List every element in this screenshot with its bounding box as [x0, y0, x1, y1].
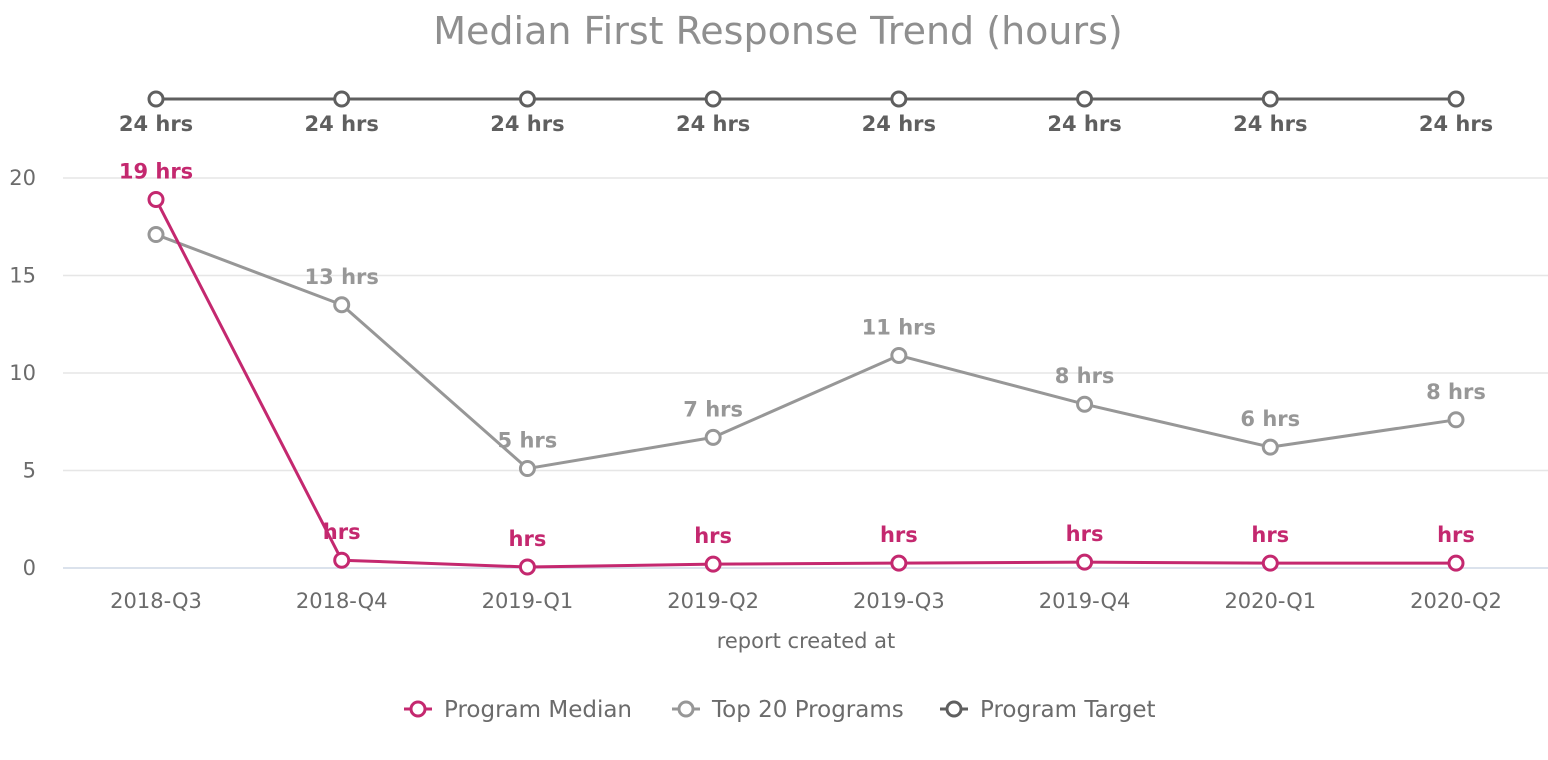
program-target-series: 24 hrs 24 hrs 24 hrs 24 hrs 24 hrs 24 hrs 24 h… — [119, 90, 1493, 136]
y-tick-label: 5 — [23, 459, 36, 483]
top-20-programs-data-label: 8 hrs — [1055, 364, 1115, 388]
grid-lines — [63, 177, 1548, 569]
x-tick-label: 2019-Q2 — [667, 589, 759, 613]
top-20-programs-point[interactable] — [333, 296, 351, 314]
legend-item-top-20-programs[interactable]: Top 20 Programs — [672, 697, 904, 723]
x-axis-label: report created at — [717, 629, 896, 653]
program-median-point[interactable] — [1447, 554, 1465, 572]
program-median-data-label: hrs — [1437, 523, 1475, 547]
top-20-programs-data-label: 5 hrs — [498, 429, 558, 453]
program-target-data-label: 24 hrs — [1419, 112, 1493, 136]
y-axis-ticks: 0 5 10 15 20 — [9, 166, 36, 580]
legend-circle-marker — [409, 700, 427, 718]
x-tick-label: 2019-Q3 — [853, 589, 945, 613]
top-20-programs-point[interactable] — [1076, 395, 1094, 413]
top-20-programs-point[interactable] — [1261, 438, 1279, 456]
series-layer: 24 hrs 24 hrs 24 hrs 24 hrs 24 hrs 24 hrs 24 h… — [119, 90, 1493, 576]
program-target-point[interactable] — [1447, 90, 1465, 108]
legend-label: Top 20 Programs — [711, 697, 904, 723]
program-target-data-label: 24 hrs — [676, 112, 750, 136]
top-20-programs-point[interactable] — [704, 428, 722, 446]
program-target-data-label: 24 hrs — [1047, 112, 1121, 136]
program-target-point[interactable] — [1076, 90, 1094, 108]
x-tick-label: 2020-Q2 — [1410, 589, 1502, 613]
program-target-data-label: 24 hrs — [490, 112, 564, 136]
program-median-data-label: hrs — [1251, 523, 1289, 547]
y-tick-label: 15 — [9, 264, 36, 288]
y-tick-label: 0 — [23, 556, 36, 580]
chart-title: Median First Response Trend (hours) — [433, 9, 1123, 53]
program-median-data-label: hrs — [694, 524, 732, 548]
program-median-point[interactable] — [518, 558, 536, 576]
program-median-point[interactable] — [333, 551, 351, 569]
legend-label: Program Target — [980, 697, 1156, 723]
program-median-point[interactable] — [704, 555, 722, 573]
top-20-programs-line — [155, 233, 1457, 471]
top-20-programs-data-label: 7 hrs — [683, 397, 743, 421]
program-median-data-label: hrs — [509, 527, 547, 551]
program-target-data-label: 24 hrs — [119, 112, 193, 136]
program-target-data-label: 24 hrs — [1233, 112, 1307, 136]
program-target-point[interactable] — [704, 90, 722, 108]
top-20-programs-series: 13 hrs 5 hrs 7 hrs 11 hrs 8 hrs 6 hrs 8 hrs — [147, 226, 1486, 478]
program-median-line — [154, 198, 1456, 569]
program-target-point[interactable] — [518, 90, 536, 108]
program-median-series: 19 hrs hrs hrs hrs hrs hrs hrs hrs — [119, 159, 1475, 576]
x-axis-ticks: 2018-Q3 2018-Q4 2019-Q1 2019-Q2 2019-Q3 2019-… — [110, 589, 1502, 613]
y-tick-label: 20 — [9, 166, 36, 190]
top-20-programs-data-label: 6 hrs — [1240, 407, 1300, 431]
x-tick-label: 2019-Q1 — [482, 589, 574, 613]
program-median-data-label: 19 hrs — [119, 159, 193, 183]
x-tick-label: 2018-Q3 — [110, 589, 202, 613]
legend-label: Program Median — [444, 697, 632, 723]
program-median-data-label: hrs — [1066, 522, 1104, 546]
program-target-point[interactable] — [1261, 90, 1279, 108]
top-20-programs-data-label: 11 hrs — [862, 315, 936, 339]
program-target-data-label: 24 hrs — [305, 112, 379, 136]
program-median-point[interactable] — [890, 554, 908, 572]
top-20-programs-data-label: 8 hrs — [1426, 380, 1486, 404]
legend-circle-marker — [677, 700, 695, 718]
x-tick-label: 2020-Q1 — [1224, 589, 1316, 613]
top-20-programs-point[interactable] — [890, 346, 908, 364]
top-20-programs-data-label: 13 hrs — [305, 265, 379, 289]
program-target-point[interactable] — [890, 90, 908, 108]
top-20-programs-point[interactable] — [1447, 411, 1465, 429]
legend-circle-marker — [945, 700, 963, 718]
x-tick-label: 2018-Q4 — [296, 589, 388, 613]
program-median-point[interactable] — [147, 190, 165, 208]
top-20-programs-point[interactable] — [147, 226, 165, 244]
legend-item-program-target[interactable]: Program Target — [940, 697, 1156, 723]
top-20-programs-point[interactable] — [518, 460, 536, 478]
program-target-point[interactable] — [147, 90, 165, 108]
x-tick-label: 2019-Q4 — [1039, 589, 1131, 613]
program-median-data-label: hrs — [880, 523, 918, 547]
program-median-point[interactable] — [1261, 554, 1279, 572]
legend: Program Median Top 20 Programs Program Tar… — [404, 697, 1156, 723]
legend-item-program-median[interactable]: Program Median — [404, 697, 632, 723]
program-median-data-label: hrs — [323, 520, 361, 544]
y-tick-label: 10 — [9, 361, 36, 385]
program-target-data-label: 24 hrs — [862, 112, 936, 136]
program-target-point[interactable] — [333, 90, 351, 108]
program-median-point[interactable] — [1076, 553, 1094, 571]
